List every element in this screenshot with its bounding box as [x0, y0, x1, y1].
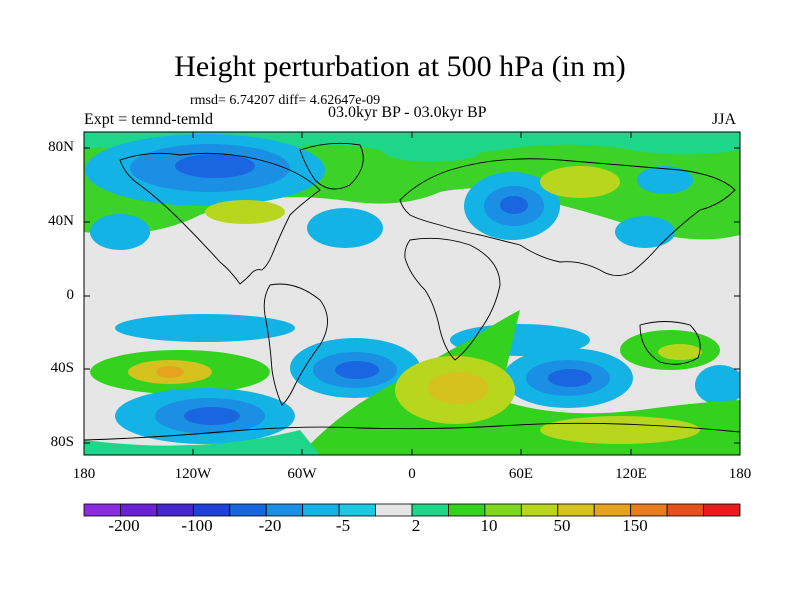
colorbar-label-2: 2: [411, 516, 421, 535]
season-label: JJA: [712, 111, 737, 128]
colorbar-swatch: [375, 503, 413, 517]
high-north-atlantic: [382, 138, 482, 162]
colorbar-swatch: [666, 503, 704, 517]
colorbar-swatch: [411, 503, 449, 517]
colorbar-swatch: [484, 503, 522, 517]
colorbar-swatch: [557, 503, 595, 517]
colorbar-swatch: [520, 503, 559, 517]
colorbar-swatch: [448, 503, 486, 517]
coast-eurasia: [399, 158, 736, 276]
low-west-pacific: [90, 214, 150, 250]
axis-ticks: [84, 132, 740, 455]
lat-label-80s: 80S: [50, 434, 74, 450]
colorbar: [83, 503, 741, 517]
period-label: 03.0kyr BP - 03.0kyr BP: [328, 104, 487, 121]
low-south-pacific-band: [115, 314, 295, 342]
lat-label-40s: 40S: [50, 360, 74, 376]
colorbar-swatch: [302, 503, 340, 517]
colorbar-label-m100: -100: [181, 516, 213, 535]
coast-australia: [639, 321, 701, 365]
low-russia-inner: [500, 196, 528, 214]
colorbar-swatch: [156, 503, 194, 517]
coastlines: [84, 142, 740, 441]
colorbar-swatch: [703, 503, 741, 517]
lon-label-120w: 120W: [174, 466, 212, 482]
coast-north-america: [119, 152, 321, 285]
colorbar-swatch: [192, 503, 231, 517]
colorbar-swatch: [83, 503, 121, 517]
high-antarctic-west: [84, 430, 320, 455]
coast-antarctica: [84, 422, 740, 441]
low-south-pacific-west: [695, 365, 740, 405]
colorbar-label-m5: -5: [335, 516, 351, 535]
low-pacific-nw: [615, 216, 675, 248]
colorbar-label-m200: -200: [108, 516, 140, 535]
map-title: Height perturbation at 500 hPa (in m): [174, 50, 626, 83]
coast-africa: [404, 237, 501, 361]
colorbar-swatch: [338, 503, 376, 517]
low-antarctic-pacific-inner: [184, 407, 240, 425]
low-north-america-inner: [175, 154, 255, 178]
high-south-africa-core: [428, 372, 488, 404]
lon-label-180w: 180: [72, 466, 96, 482]
low-south-atlantic-inner: [335, 361, 379, 379]
lat-label-80n: 80N: [48, 139, 74, 155]
high-canada: [205, 200, 285, 224]
lon-label-60e: 60E: [508, 466, 534, 482]
lon-label-180e: 180: [728, 466, 752, 482]
lat-label-40n: 40N: [48, 213, 74, 229]
high-australia-core: [658, 344, 702, 360]
coast-south-america: [263, 283, 328, 406]
colorbar-label-150: 150: [622, 516, 648, 535]
colorbar-label-m20: -20: [258, 516, 282, 535]
colorbar-swatch: [229, 503, 267, 517]
colorbar-label-50: 50: [553, 516, 571, 535]
colorbar-swatch: [630, 503, 668, 517]
colorbar-swatch: [265, 503, 304, 517]
experiment-label: Expt = temnd-temld: [84, 111, 213, 128]
colorbar-swatch: [120, 503, 158, 517]
stats-label: rmsd= 6.74207 diff= 4.62647e-09: [190, 93, 381, 108]
lon-label-60w: 60W: [287, 466, 317, 482]
coast-greenland: [299, 142, 364, 190]
low-atlantic: [307, 208, 383, 248]
lon-label-120e: 120E: [615, 466, 647, 482]
lon-label-0: 0: [408, 466, 416, 482]
colorbar-swatch: [593, 503, 632, 517]
low-south-indian-inner: [548, 369, 592, 387]
high-antarctic-east: [540, 416, 700, 444]
low-pacific-ne: [637, 166, 693, 194]
lat-label-0: 0: [66, 287, 75, 303]
colorbar-label-10: 10: [480, 516, 498, 535]
high-siberia: [540, 166, 620, 198]
height-field: [84, 132, 740, 455]
high-south-pacific-peak: [156, 366, 184, 378]
